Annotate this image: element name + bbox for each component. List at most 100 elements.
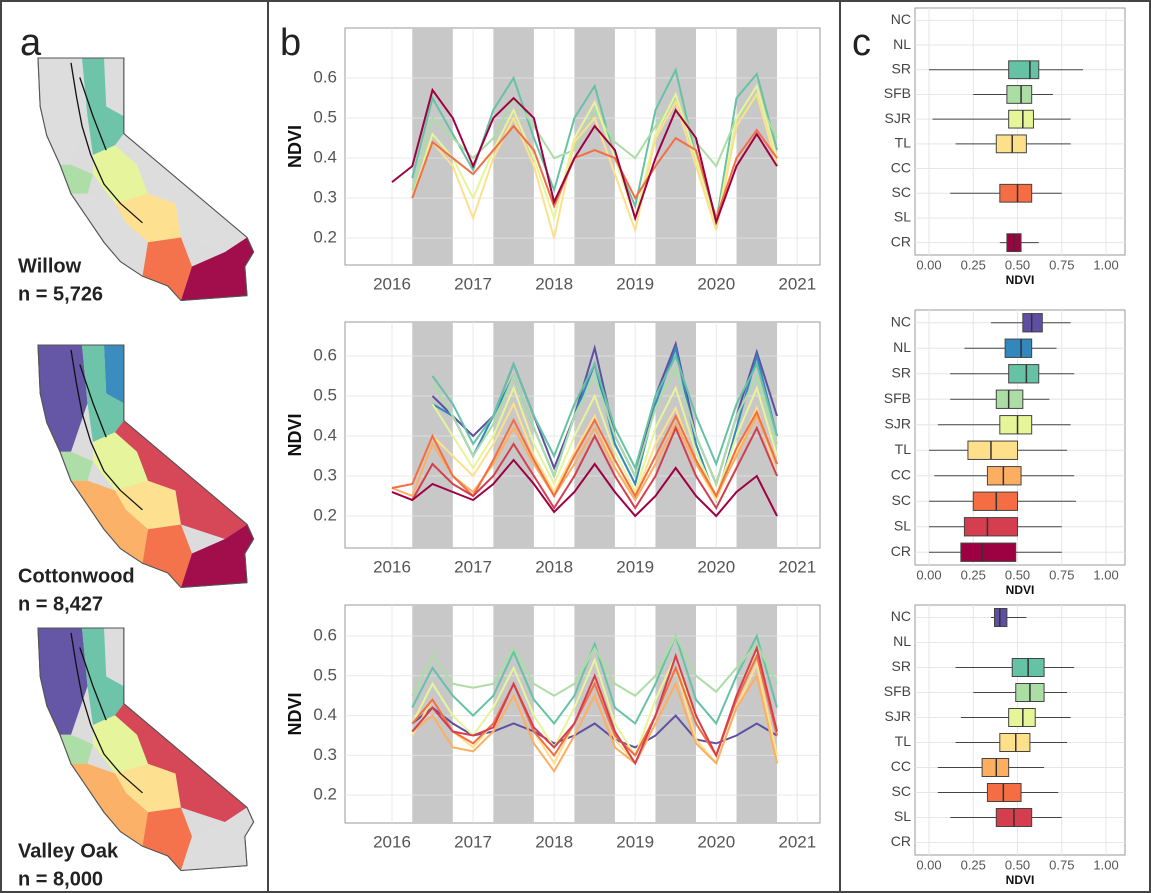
x-tick-label: 1.00 [1093,257,1118,272]
map-region [82,345,124,442]
x-tick-label: 0.25 [961,567,986,582]
map-outline [37,627,255,872]
map-region [142,807,192,871]
map-n: n = 8,000 [18,868,103,890]
y-tick-label: TL [895,135,912,151]
series-line [391,409,778,499]
y-tick-label: 0.5 [313,108,337,127]
map-region [115,193,181,243]
x-tick-label: 2019 [616,557,654,576]
shaded-season [736,28,778,265]
x-tick-label: 2021 [778,832,816,851]
y-tick-label: 0.2 [313,228,337,247]
box [999,183,1033,203]
series-line [411,91,778,239]
y-tick-label: NC [891,313,911,329]
y-axis-label: NDVI [285,413,305,456]
map [37,57,255,302]
map-region [181,524,254,588]
x-tick-label: 1.00 [1093,567,1118,582]
river-network [70,62,143,224]
y-tick-label: SL [894,517,911,533]
x-tick-label: 2020 [697,274,735,293]
series-line [411,96,778,191]
y-tick-label: NL [893,339,911,355]
x-axis-label: NDVI [1006,873,1035,887]
panel-letter: a [20,22,42,64]
y-tick-label: SC [892,184,911,200]
x-tick-label: 0.25 [961,857,986,872]
map-region [181,237,254,301]
x-tick-label: 2018 [535,274,573,293]
map-region [93,432,148,491]
series-line [391,87,778,226]
series-line [411,633,778,726]
box [995,389,1024,409]
box [986,466,1022,486]
map [37,627,255,872]
y-tick-label: 0.2 [313,785,337,804]
x-tick-label: 2020 [697,557,735,576]
x-tick-label: 2019 [616,832,654,851]
map-region [93,715,148,774]
y-tick-label: 0.2 [313,505,337,524]
y-tick-label: 0.6 [313,345,337,364]
map-region [115,420,247,539]
map-region [115,480,181,530]
x-tick-label: 0.50 [1005,567,1030,582]
y-tick-label: 0.5 [313,385,337,404]
panel-letter: b [280,22,301,64]
x-tick-label: 0.75 [1049,257,1074,272]
x-tick-label: 2020 [697,832,735,851]
x-tick-label: 2019 [616,274,654,293]
box [1006,85,1033,104]
x-axis-label: NDVI [1006,273,1035,287]
y-tick-label: SFB [884,85,911,101]
shaded-season [736,605,778,823]
shaded-season [412,28,453,265]
maps [37,57,255,872]
map-region [71,763,148,847]
shaded-season [574,28,615,265]
series-line [411,633,778,697]
map-region [142,237,192,301]
box [999,733,1031,752]
y-tick-label: 0.3 [313,465,337,484]
shaded-season [655,322,696,548]
map-n: n = 5,726 [18,283,103,305]
map-region [104,628,124,687]
map-region [115,763,181,813]
box [963,517,1019,537]
x-axis-label: NDVI [1006,583,1035,597]
series-line [411,673,778,774]
y-tick-label: 0.3 [313,745,337,764]
x-tick-label: 2016 [373,557,411,576]
panel-letter: c [852,22,871,64]
series-line [391,425,778,511]
y-tick-label: SFB [884,390,911,406]
x-tick-label: 2017 [454,274,492,293]
map-label: Valley Oak [18,840,119,862]
x-tick-label: 1.00 [1093,857,1118,872]
x-tick-label: 0.00 [916,857,941,872]
map-n: n = 8,427 [18,593,103,615]
y-axis-label: NDVI [285,692,305,735]
y-tick-label: SJR [885,415,911,431]
plot-area [914,7,1126,256]
y-tick-label: SC [892,492,911,508]
x-tick-label: 2018 [535,557,573,576]
map-outline [37,344,255,589]
x-tick-label: 2018 [535,832,573,851]
box [1008,109,1034,129]
y-tick-label: SR [892,658,911,674]
river-network [70,349,143,511]
y-tick-label: NL [893,633,911,649]
map-label: Cottonwood [18,565,135,587]
map-region [104,58,124,117]
box [999,415,1033,435]
box [981,758,1010,777]
y-tick-label: NL [893,36,911,52]
map-region [115,133,247,252]
